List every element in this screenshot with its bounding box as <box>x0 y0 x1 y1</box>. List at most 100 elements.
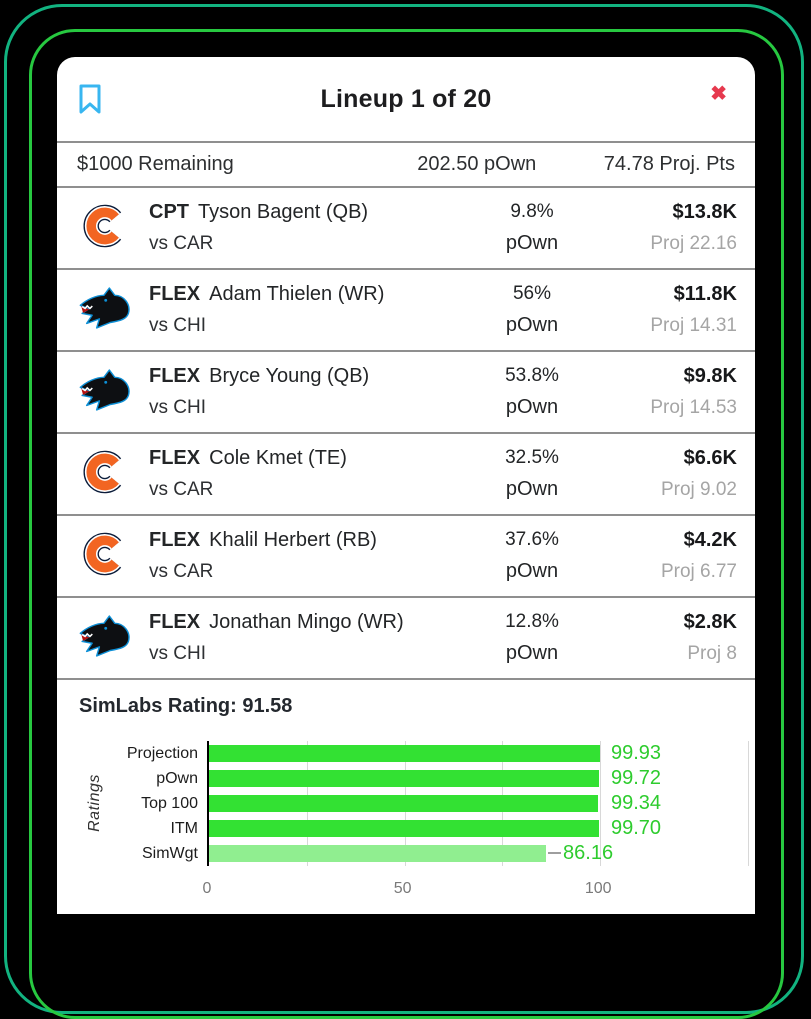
page-title: Lineup 1 of 20 <box>320 85 492 113</box>
player-salary: $13.8K <box>672 201 738 223</box>
chart-gridline <box>600 741 602 866</box>
player-info: FLEX Jonathan Mingo (WR) vs CHI <box>149 611 479 665</box>
player-salary-proj: $9.8K Proj 14.53 <box>585 365 755 419</box>
panthers-logo <box>57 285 149 336</box>
player-salary: $2.8K <box>683 611 737 633</box>
player-name: Tyson Bagent (QB) <box>198 201 369 223</box>
player-info: FLEX Bryce Young (QB) vs CHI <box>149 365 479 419</box>
player-pown-label: pOwn <box>505 478 559 500</box>
chart-category-label: pOwn <box>156 770 198 787</box>
player-slot: FLEX <box>149 447 201 469</box>
player-salary: $11.8K <box>673 283 737 305</box>
bears-logo <box>57 531 149 582</box>
chart-plot-area: 99.93 99.72 99.34 99.70 86.16 <box>207 741 749 866</box>
chart-bar <box>209 745 600 762</box>
lineup-header: Lineup 1 of 20 ✖ <box>57 57 755 141</box>
player-row[interactable]: FLEX Adam Thielen (WR) vs CHI 56% pOwn $11.8K… <box>57 270 755 352</box>
panthers-logo-icon <box>74 285 132 336</box>
chart-x-tick-label: 100 <box>584 880 612 897</box>
lineup-summary-bar: $1000 Remaining 202.50 pOwn 74.78 Proj. … <box>57 141 755 188</box>
player-name: Bryce Young (QB) <box>209 365 370 387</box>
chart-category-label: Projection <box>126 745 198 762</box>
player-slot: FLEX <box>149 529 201 551</box>
player-pown-label: pOwn <box>505 314 559 336</box>
player-slot: FLEX <box>149 611 201 633</box>
chart-value-label: 99.72 <box>611 767 662 789</box>
player-name: Jonathan Mingo (WR) <box>209 611 404 633</box>
bears-logo-icon <box>74 449 132 500</box>
chart-bar-row: 99.70 <box>209 816 748 841</box>
player-salary-proj: $13.8K Proj 22.16 <box>585 201 755 255</box>
player-row[interactable]: FLEX Cole Kmet (TE) vs CAR 32.5% pOwn $6.6K Pr… <box>57 434 755 516</box>
close-button[interactable]: ✖ <box>710 84 727 104</box>
player-opponent: vs CHI <box>149 315 206 336</box>
simlabs-rating-heading: SimLabs Rating: 91.58 <box>79 695 293 717</box>
player-slot: FLEX <box>149 365 201 387</box>
chart-bar-row: 99.34 <box>209 791 748 816</box>
panthers-logo <box>57 613 149 664</box>
bears-logo <box>57 203 149 254</box>
chart-bar <box>209 820 600 837</box>
close-icon: ✖ <box>710 83 727 105</box>
player-pown-value: 53.8% <box>505 365 559 386</box>
player-salary: $6.6K <box>683 447 737 469</box>
bears-logo-icon <box>74 203 132 254</box>
salary-remaining: $1000 Remaining <box>77 153 234 175</box>
player-pown-value: 12.8% <box>505 611 559 632</box>
player-name-line: FLEX Jonathan Mingo (WR) <box>149 611 479 634</box>
chart-bar <box>209 770 600 787</box>
player-projection: Proj 14.31 <box>650 315 737 336</box>
player-row[interactable]: CPT Tyson Bagent (QB) vs CAR 9.8% pOwn $13.8K… <box>57 188 755 270</box>
player-pown-value: 56% <box>512 283 552 304</box>
chart-value-label: 99.93 <box>611 742 662 764</box>
chart-bar <box>209 845 547 862</box>
player-name-line: FLEX Khalil Herbert (RB) <box>149 529 479 552</box>
chart-x-tick-label: 0 <box>202 880 212 897</box>
player-name: Khalil Herbert (RB) <box>209 529 377 551</box>
player-name: Adam Thielen (WR) <box>209 283 385 305</box>
player-pown-value: 32.5% <box>505 447 559 468</box>
player-salary-proj: $11.8K Proj 14.31 <box>585 283 755 337</box>
chart-value-label: 99.70 <box>611 817 662 839</box>
player-projection: Proj 22.16 <box>650 233 737 254</box>
player-ownership: 56% pOwn <box>479 283 585 337</box>
player-row[interactable]: FLEX Jonathan Mingo (WR) vs CHI 12.8% pOwn $2… <box>57 598 755 680</box>
chart-category-label: Top 100 <box>141 795 198 812</box>
chart-category-labels: Projection pOwn Top 100 ITM SimWgt <box>57 741 198 866</box>
player-pown-label: pOwn <box>505 232 559 254</box>
player-opponent: vs CHI <box>149 397 206 418</box>
player-ownership: 9.8% pOwn <box>479 201 585 255</box>
player-info: CPT Tyson Bagent (QB) vs CAR <box>149 201 479 255</box>
bookmark-button[interactable] <box>77 83 103 118</box>
chart-bar-row: 99.93 <box>209 741 748 766</box>
player-ownership: 37.6% pOwn <box>479 529 585 583</box>
player-projection: Proj 14.53 <box>650 397 737 418</box>
player-name-line: FLEX Cole Kmet (TE) <box>149 447 479 470</box>
player-ownership: 12.8% pOwn <box>479 611 585 665</box>
player-list: CPT Tyson Bagent (QB) vs CAR 9.8% pOwn $13.8K… <box>57 188 755 680</box>
player-projection: Proj 9.02 <box>660 479 737 500</box>
chart-value-label: 99.34 <box>611 792 662 814</box>
player-pown-value: 37.6% <box>505 529 559 550</box>
player-info: FLEX Cole Kmet (TE) vs CAR <box>149 447 479 501</box>
player-pown-label: pOwn <box>505 396 559 418</box>
chart-x-axis-ticks: 0 50 100 <box>203 880 746 902</box>
chart-value-label: 86.16 <box>563 842 614 864</box>
player-name-line: FLEX Bryce Young (QB) <box>149 365 479 388</box>
player-row[interactable]: FLEX Bryce Young (QB) vs CHI 53.8% pOwn $9.8K… <box>57 352 755 434</box>
player-name: Cole Kmet (TE) <box>209 447 347 469</box>
total-proj-points: 74.78 Proj. Pts <box>603 153 735 175</box>
player-salary: $4.2K <box>683 529 737 551</box>
player-opponent: vs CAR <box>149 233 214 254</box>
player-slot: CPT <box>149 201 189 223</box>
lineup-card: Lineup 1 of 20 ✖ $1000 Remaining 202.50 … <box>57 57 755 914</box>
player-opponent: vs CAR <box>149 561 214 582</box>
bookmark-icon <box>77 84 103 118</box>
player-projection: Proj 8 <box>687 643 737 664</box>
player-slot: FLEX <box>149 283 201 305</box>
panthers-logo-icon <box>74 367 132 418</box>
chart-bar-row: 99.72 <box>209 766 748 791</box>
player-row[interactable]: FLEX Khalil Herbert (RB) vs CAR 37.6% pOwn $4… <box>57 516 755 598</box>
total-pown: 202.50 pOwn <box>417 153 537 175</box>
chart-category-label: ITM <box>170 820 198 837</box>
